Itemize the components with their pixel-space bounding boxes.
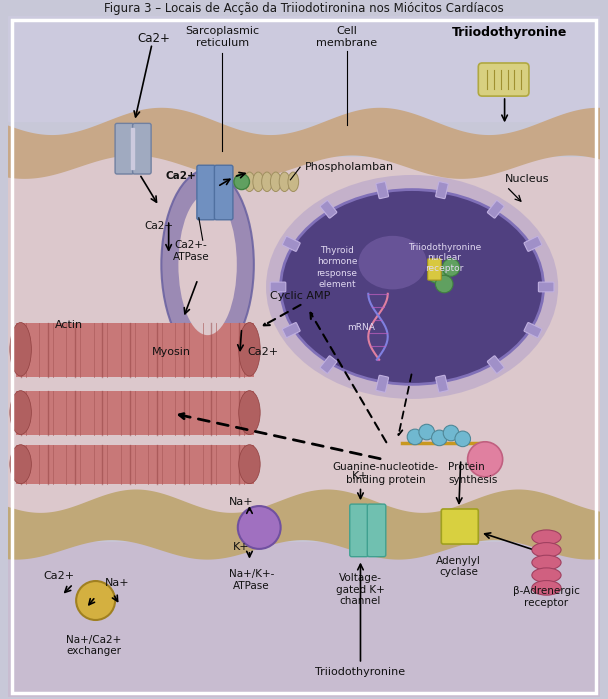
FancyBboxPatch shape xyxy=(539,282,554,291)
Ellipse shape xyxy=(10,445,32,484)
FancyBboxPatch shape xyxy=(367,504,386,556)
Text: Ca2+: Ca2+ xyxy=(166,171,196,181)
Text: Thyroid
hormone
response
element: Thyroid hormone response element xyxy=(317,246,358,289)
Title: Figura 3 – Locais de Acção da Triiodotironina nos Miócitos Cardíacos: Figura 3 – Locais de Acção da Triiodotir… xyxy=(104,2,504,15)
Text: Guanine-nucleotide-
binding protein: Guanine-nucleotide- binding protein xyxy=(333,462,439,484)
FancyBboxPatch shape xyxy=(376,182,389,199)
FancyBboxPatch shape xyxy=(320,356,337,373)
Text: Ca2+: Ca2+ xyxy=(43,571,74,581)
Text: Ca2+: Ca2+ xyxy=(137,32,170,45)
FancyBboxPatch shape xyxy=(270,282,286,291)
Text: Triiodothyronine: Triiodothyronine xyxy=(452,26,567,39)
Ellipse shape xyxy=(532,581,561,595)
Text: Myosin: Myosin xyxy=(152,347,191,357)
Text: Ca2+: Ca2+ xyxy=(247,347,278,357)
Bar xyxy=(8,542,600,697)
Circle shape xyxy=(407,429,423,445)
Ellipse shape xyxy=(261,172,272,192)
Text: Na+/K+-
ATPase: Na+/K+- ATPase xyxy=(229,570,274,591)
FancyBboxPatch shape xyxy=(376,375,389,392)
FancyBboxPatch shape xyxy=(488,201,504,218)
Text: mRNA: mRNA xyxy=(347,324,375,332)
Ellipse shape xyxy=(244,172,255,192)
FancyBboxPatch shape xyxy=(524,322,542,338)
Bar xyxy=(8,16,600,122)
FancyBboxPatch shape xyxy=(133,123,151,174)
Ellipse shape xyxy=(288,172,299,192)
Circle shape xyxy=(455,431,471,447)
Circle shape xyxy=(443,425,459,441)
Circle shape xyxy=(234,174,249,189)
FancyBboxPatch shape xyxy=(524,236,542,252)
FancyBboxPatch shape xyxy=(350,504,368,556)
FancyBboxPatch shape xyxy=(215,165,233,219)
FancyBboxPatch shape xyxy=(283,322,300,338)
Text: β-Adrenergic
receptor: β-Adrenergic receptor xyxy=(513,586,580,607)
Ellipse shape xyxy=(532,542,561,557)
Text: Na+/Ca2+
exchanger: Na+/Ca2+ exchanger xyxy=(66,635,121,656)
Text: Ca2+: Ca2+ xyxy=(145,221,173,231)
FancyBboxPatch shape xyxy=(283,236,300,252)
Text: K+: K+ xyxy=(352,471,369,481)
Ellipse shape xyxy=(532,555,561,570)
Text: Adenylyl
cyclase: Adenylyl cyclase xyxy=(437,556,482,577)
FancyBboxPatch shape xyxy=(115,123,134,174)
Ellipse shape xyxy=(266,175,558,399)
FancyBboxPatch shape xyxy=(478,63,529,96)
Circle shape xyxy=(435,275,453,293)
FancyBboxPatch shape xyxy=(435,375,448,392)
Text: Actin: Actin xyxy=(55,320,83,330)
FancyBboxPatch shape xyxy=(488,356,504,373)
Text: Sarcoplasmic
reticulum: Sarcoplasmic reticulum xyxy=(185,26,259,48)
Circle shape xyxy=(468,442,503,477)
Ellipse shape xyxy=(253,172,264,192)
Circle shape xyxy=(432,430,447,446)
FancyBboxPatch shape xyxy=(197,165,215,219)
Circle shape xyxy=(238,506,281,549)
Bar xyxy=(16,323,254,377)
FancyBboxPatch shape xyxy=(320,201,337,218)
Text: Cyclic AMP: Cyclic AMP xyxy=(270,291,330,301)
Circle shape xyxy=(76,581,115,620)
Ellipse shape xyxy=(10,322,32,376)
Ellipse shape xyxy=(161,170,254,359)
Bar xyxy=(131,128,134,169)
Text: Voltage-
gated K+
channel: Voltage- gated K+ channel xyxy=(336,573,385,607)
Ellipse shape xyxy=(281,189,544,384)
Bar xyxy=(16,391,254,435)
Text: Triiodothyronine
nuclear
receptor: Triiodothyronine nuclear receptor xyxy=(407,243,481,273)
Circle shape xyxy=(427,266,445,283)
Polygon shape xyxy=(8,489,600,560)
Circle shape xyxy=(419,424,435,440)
Ellipse shape xyxy=(10,391,32,435)
Ellipse shape xyxy=(271,172,281,192)
Text: Phospholamban: Phospholamban xyxy=(305,162,394,172)
Circle shape xyxy=(442,259,460,276)
Ellipse shape xyxy=(532,530,561,545)
Ellipse shape xyxy=(239,445,260,484)
Text: Cell
membrane: Cell membrane xyxy=(316,26,378,48)
FancyBboxPatch shape xyxy=(441,509,478,544)
Text: Protein
synthesis: Protein synthesis xyxy=(448,462,497,484)
Ellipse shape xyxy=(178,194,237,335)
Ellipse shape xyxy=(279,172,290,192)
Polygon shape xyxy=(8,108,600,179)
FancyBboxPatch shape xyxy=(435,182,448,199)
Ellipse shape xyxy=(359,236,427,289)
Ellipse shape xyxy=(532,568,561,582)
FancyBboxPatch shape xyxy=(427,259,441,280)
Text: Ca2+-
ATPase: Ca2+- ATPase xyxy=(173,240,209,262)
Text: Nucleus: Nucleus xyxy=(505,174,549,184)
Text: Na+: Na+ xyxy=(105,578,130,588)
Text: K+: K+ xyxy=(233,542,250,552)
Ellipse shape xyxy=(239,391,260,435)
Ellipse shape xyxy=(239,322,260,376)
Text: Triiodothyronine: Triiodothyronine xyxy=(316,667,406,677)
Bar xyxy=(8,157,600,513)
Bar xyxy=(16,445,254,484)
Text: Na+: Na+ xyxy=(229,497,254,507)
